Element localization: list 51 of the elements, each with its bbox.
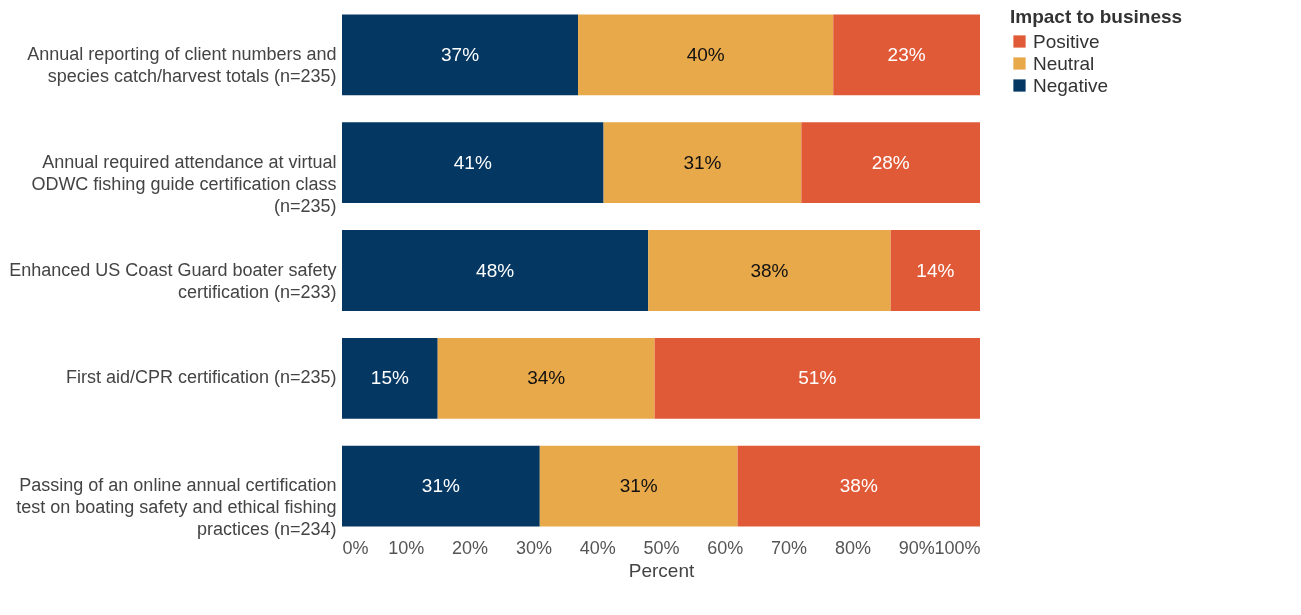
data-label: 31% xyxy=(421,475,461,497)
bar xyxy=(342,14,579,96)
bar xyxy=(437,337,655,419)
x-tick-label: 10% xyxy=(388,537,425,558)
data-label: 23% xyxy=(887,43,926,65)
data-label: 31% xyxy=(683,151,722,173)
x-tick-label: 60% xyxy=(707,537,744,558)
y-tick-label: Annual reporting of client numbers and species catch/harvest totals (n=235) xyxy=(27,43,337,86)
bar xyxy=(737,445,980,527)
data-label: 38% xyxy=(750,259,789,281)
data-label: 37% xyxy=(441,43,480,65)
bar xyxy=(539,445,738,527)
bar xyxy=(342,445,540,527)
bar xyxy=(890,230,980,311)
legend-label: Neutral xyxy=(1033,52,1095,74)
bar xyxy=(833,14,980,96)
data-label: 40% xyxy=(686,43,725,65)
data-label: 41% xyxy=(453,151,492,173)
x-tick-label: 70% xyxy=(771,537,808,558)
x-tick-label: 100% xyxy=(934,537,981,558)
data-label: 34% xyxy=(527,367,566,389)
x-tick-label: 20% xyxy=(452,537,489,558)
data-label: 51% xyxy=(798,367,837,389)
bar xyxy=(342,337,438,419)
x-tick-label: 40% xyxy=(579,537,616,558)
data-label: 38% xyxy=(839,475,878,497)
x-tick-label: 30% xyxy=(515,537,552,558)
x-tick-label: 90% xyxy=(898,537,935,558)
legend-label: Negative xyxy=(1033,74,1108,96)
x-tick-label: 80% xyxy=(834,537,871,558)
data-label: 15% xyxy=(370,367,409,389)
x-tick-label: 50% xyxy=(643,537,680,558)
legend-label: Positive xyxy=(1033,30,1100,52)
x-axis-title: Percent xyxy=(628,559,695,581)
y-tick-label: Passing of an online annual certification test on boating safety and ethical fishing practices (n=234) xyxy=(16,475,337,540)
y-tick-label: Enhanced US Coast Guard boater safety certification (n=233) xyxy=(9,259,337,302)
bar xyxy=(342,230,649,311)
bar xyxy=(654,337,980,419)
legend-title: Impact to business xyxy=(1010,6,1183,27)
data-label: 31% xyxy=(619,475,658,497)
y-tick-label: Annual required attendance at virtual ODWC fishing guide certification class (n=235) xyxy=(31,151,337,216)
bar xyxy=(578,14,834,96)
y-tick-label: First aid/CPR certification (n=235) xyxy=(65,367,337,388)
x-tick-label: 0% xyxy=(342,537,369,558)
data-label: 48% xyxy=(476,259,515,281)
bar xyxy=(648,230,891,311)
data-label: 28% xyxy=(871,151,910,173)
bar xyxy=(801,122,980,204)
data-label: 14% xyxy=(916,259,955,281)
bar xyxy=(603,122,802,204)
bar xyxy=(342,122,604,204)
